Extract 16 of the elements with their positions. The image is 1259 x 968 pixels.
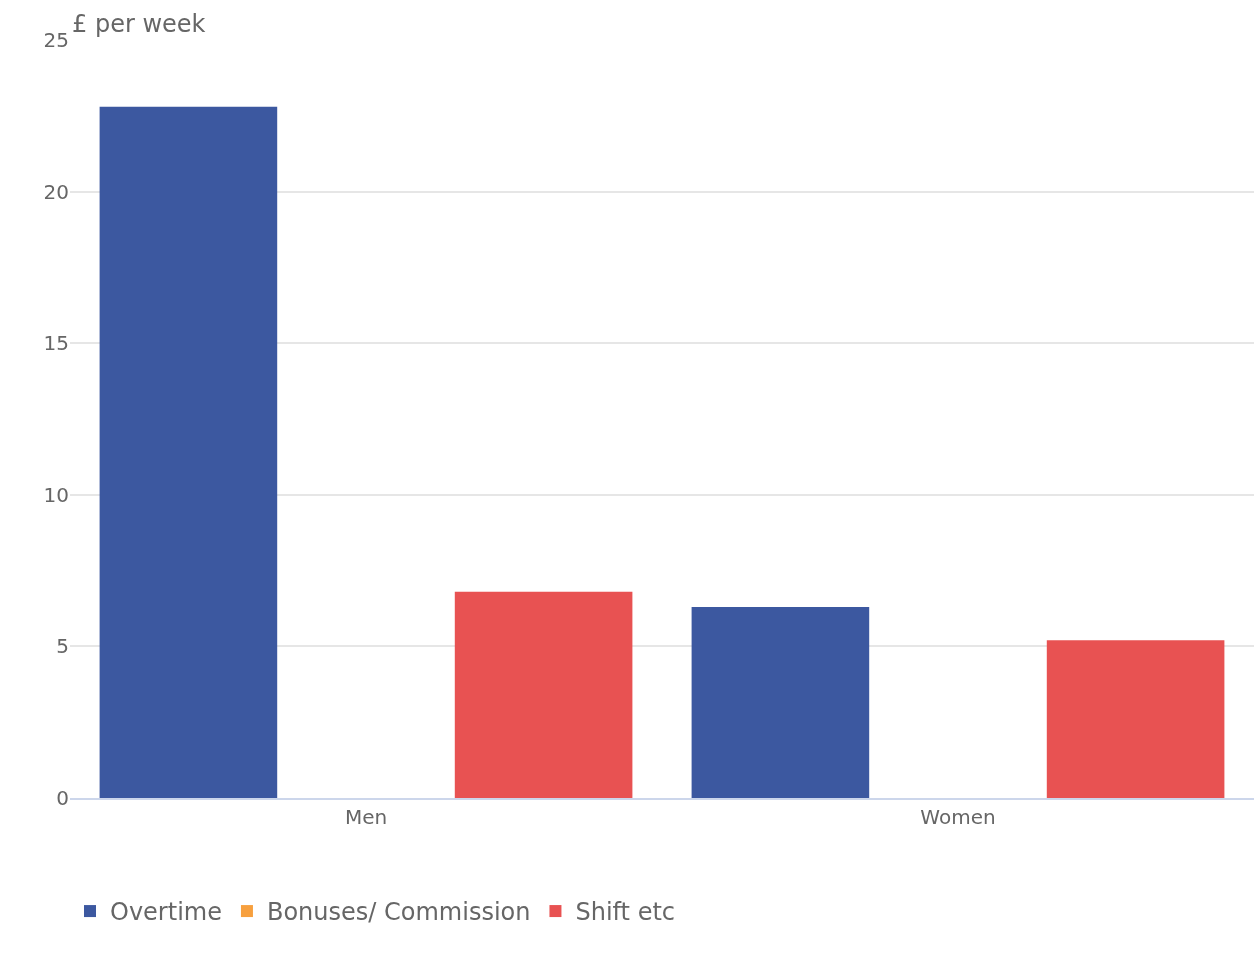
bar [454,591,633,798]
x-tick-label: Women [920,805,996,829]
x-tick-label: Men [344,805,388,829]
bar [99,106,278,798]
legend-label: Overtime [110,898,222,927]
y-tick-label: 0 [56,786,69,810]
y-tick-label: 25 [43,28,69,52]
y-tick-label: 15 [43,331,69,356]
legend-label: Shift etc [575,898,676,927]
y-tick-label: 10 [43,482,69,507]
y-axis-title: £ per week [72,10,206,38]
bar [691,606,870,798]
legend-label: Bonuses/ Commission [266,898,531,927]
y-tick-label: 5 [56,634,69,659]
bar [1046,640,1225,798]
y-tick-label: 20 [43,179,69,204]
